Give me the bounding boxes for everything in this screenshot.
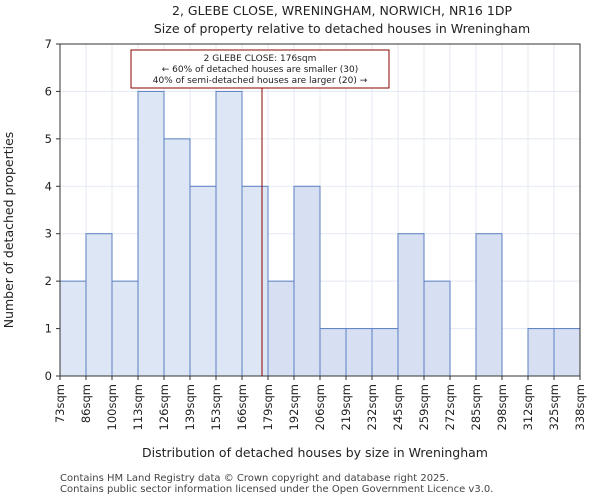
chart-title-line2: Size of property relative to detached ho… xyxy=(154,21,530,36)
bars xyxy=(59,90,581,377)
y-tick-label: 0 xyxy=(45,369,52,383)
x-tick-label: 285sqm xyxy=(469,384,483,430)
x-tick-label: 73sqm xyxy=(53,384,67,423)
y-tick-label: 1 xyxy=(45,322,52,336)
x-tick-label: 86sqm xyxy=(79,384,93,423)
bar xyxy=(137,90,165,377)
y-axis-label: Number of detached properties xyxy=(1,132,16,329)
x-tick-label: 100sqm xyxy=(105,384,119,430)
y-tick-label: 3 xyxy=(45,227,52,241)
y-tick-labels: 0 1 2 3 4 5 6 7 xyxy=(45,37,60,383)
x-tick-label: 192sqm xyxy=(287,384,301,430)
y-tick-label: 6 xyxy=(45,84,52,98)
x-axis-label: Distribution of detached houses by size … xyxy=(142,445,488,460)
bar xyxy=(85,233,113,377)
y-tick-label: 7 xyxy=(45,37,52,51)
bar xyxy=(241,185,269,377)
annotation-line3: 40% of semi-detached houses are larger (… xyxy=(153,76,368,86)
x-tick-label: 259sqm xyxy=(417,384,431,430)
bar xyxy=(215,90,243,377)
bar xyxy=(397,233,425,377)
bar xyxy=(59,280,87,377)
y-tick-label: 5 xyxy=(45,132,52,146)
x-tick-label: 219sqm xyxy=(339,384,353,430)
x-tick-label: 166sqm xyxy=(235,384,249,430)
x-tick-label: 232sqm xyxy=(365,384,379,430)
x-tick-label: 245sqm xyxy=(391,384,405,430)
bar xyxy=(319,328,347,377)
y-tick-label: 4 xyxy=(45,179,52,193)
annotation-box: 2 GLEBE CLOSE: 176sqm ← 60% of detached … xyxy=(130,49,390,89)
bar xyxy=(111,280,139,377)
x-tick-label: 153sqm xyxy=(209,384,223,430)
bar xyxy=(553,328,581,377)
bar xyxy=(267,280,295,377)
x-tick-label: 312sqm xyxy=(521,384,535,430)
x-tick-label: 272sqm xyxy=(443,384,457,430)
x-tick-label: 206sqm xyxy=(313,384,327,430)
bar xyxy=(527,328,555,377)
chart-title-line1: 2, GLEBE CLOSE, WRENINGHAM, NORWICH, NR1… xyxy=(172,3,512,18)
annotation-line2: ← 60% of detached houses are smaller (30… xyxy=(162,65,359,75)
x-tick-label: 338sqm xyxy=(573,384,587,430)
x-tick-label: 113sqm xyxy=(131,384,145,430)
x-tick-label: 139sqm xyxy=(183,384,197,430)
x-tick-label: 298sqm xyxy=(495,384,509,430)
x-tick-label: 179sqm xyxy=(261,384,275,430)
footer-licence: Contains public sector information licen… xyxy=(60,484,494,495)
bar xyxy=(293,185,321,377)
bar xyxy=(475,233,503,377)
y-tick-label: 2 xyxy=(45,274,52,288)
bar xyxy=(345,328,373,377)
x-tick-label: 126sqm xyxy=(157,384,171,430)
annotation-box-frame xyxy=(130,49,390,89)
bar xyxy=(423,280,451,377)
bar xyxy=(163,138,191,377)
annotation-line1: 2 GLEBE CLOSE: 176sqm xyxy=(204,54,317,64)
footer-copyright: Contains HM Land Registry data © Crown c… xyxy=(60,473,449,484)
x-tick-label: 325sqm xyxy=(547,384,561,430)
bar xyxy=(189,185,217,377)
histogram-chart: 2, GLEBE CLOSE, WRENINGHAM, NORWICH, NR1… xyxy=(1,3,587,460)
bar xyxy=(371,328,399,377)
x-tick-labels: 73sqm 86sqm 100sqm 113sqm 126sqm 139sqm 153sqm… xyxy=(53,376,587,430)
